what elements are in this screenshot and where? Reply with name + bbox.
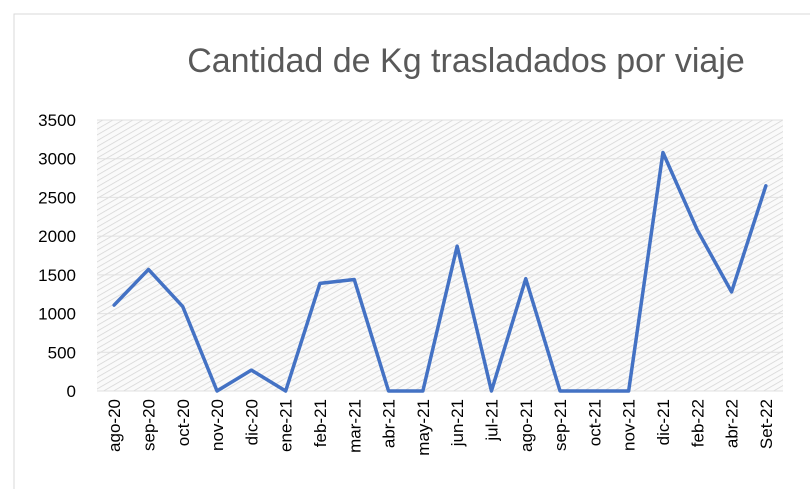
- x-tick-label: abr-21: [380, 399, 399, 448]
- x-tick-label: oct-21: [585, 399, 604, 446]
- x-tick-label: feb-22: [688, 399, 707, 447]
- y-tick-label: 2500: [38, 188, 76, 207]
- x-tick-label: oct-20: [174, 399, 193, 446]
- x-tick-label: dic-21: [654, 399, 673, 445]
- x-tick-label: Set-22: [757, 399, 776, 449]
- x-tick-label: dic-20: [242, 399, 261, 445]
- y-tick-label: 1000: [38, 305, 76, 324]
- x-tick-label: may-21: [414, 399, 433, 456]
- y-tick-label: 3500: [38, 111, 76, 130]
- x-tick-label: feb-21: [311, 399, 330, 447]
- y-tick-label: 500: [48, 343, 76, 362]
- x-tick-label: nov-20: [208, 399, 227, 451]
- x-tick-label: jul-21: [482, 399, 501, 442]
- x-tick-label: ago-21: [517, 399, 536, 452]
- x-tick-label: ago-20: [105, 399, 124, 452]
- chart-title: Cantidad de Kg trasladados por viaje: [187, 42, 745, 80]
- y-tick-label: 2000: [38, 227, 76, 246]
- x-tick-label: jun-21: [448, 399, 467, 447]
- y-tick-label: 1500: [38, 266, 76, 285]
- y-tick-label: 0: [67, 382, 76, 401]
- x-tick-label: sep-20: [139, 399, 158, 451]
- x-tick-label: ene-21: [277, 399, 296, 452]
- x-tick-label: sep-21: [551, 399, 570, 451]
- x-tick-label: abr-22: [723, 399, 742, 448]
- x-tick-label: nov-21: [620, 399, 639, 451]
- y-tick-label: 3000: [38, 150, 76, 169]
- line-series: [112, 150, 768, 393]
- x-tick-label: mar-21: [345, 399, 364, 453]
